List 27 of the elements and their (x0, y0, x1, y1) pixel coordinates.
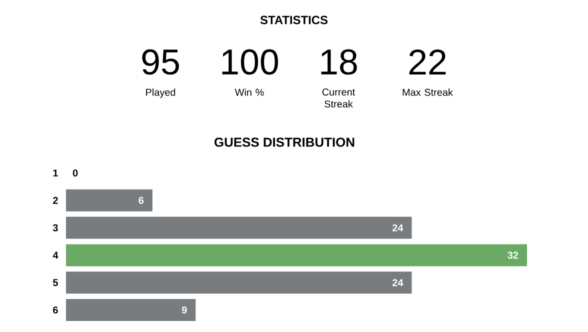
data-label: 24 (392, 279, 404, 286)
y-tick-label: 3 (52, 224, 58, 232)
data-label: 9 (182, 306, 187, 314)
bar (66, 272, 412, 294)
category-label: Played (146, 88, 176, 98)
y-tick-label: 6 (53, 306, 58, 314)
category-label: Max Streak (402, 88, 453, 96)
data-label: 18 (321, 49, 357, 75)
data-label: 24 (392, 224, 404, 232)
data-label: 6 (138, 196, 144, 204)
text: STATISTICS (260, 16, 328, 24)
bar (66, 189, 152, 212)
chart-title: GUESS DISTRIBUTION (214, 138, 354, 147)
data-label: 0 (72, 169, 78, 177)
bar (66, 216, 412, 239)
y-tick-label: 4 (52, 252, 58, 259)
data-label: 95 (142, 49, 179, 75)
y-tick-label: 5 (53, 279, 58, 286)
y-tick-label: 1 (53, 170, 58, 176)
category-label: Win % (234, 88, 264, 96)
y-tick-label: 2 (53, 196, 58, 204)
bar (66, 244, 527, 266)
data-label: 100 (222, 49, 278, 75)
category-label: Current Streak (322, 88, 356, 108)
bar (66, 299, 196, 322)
data-label: 32 (508, 252, 518, 259)
data-label: 22 (409, 49, 446, 75)
